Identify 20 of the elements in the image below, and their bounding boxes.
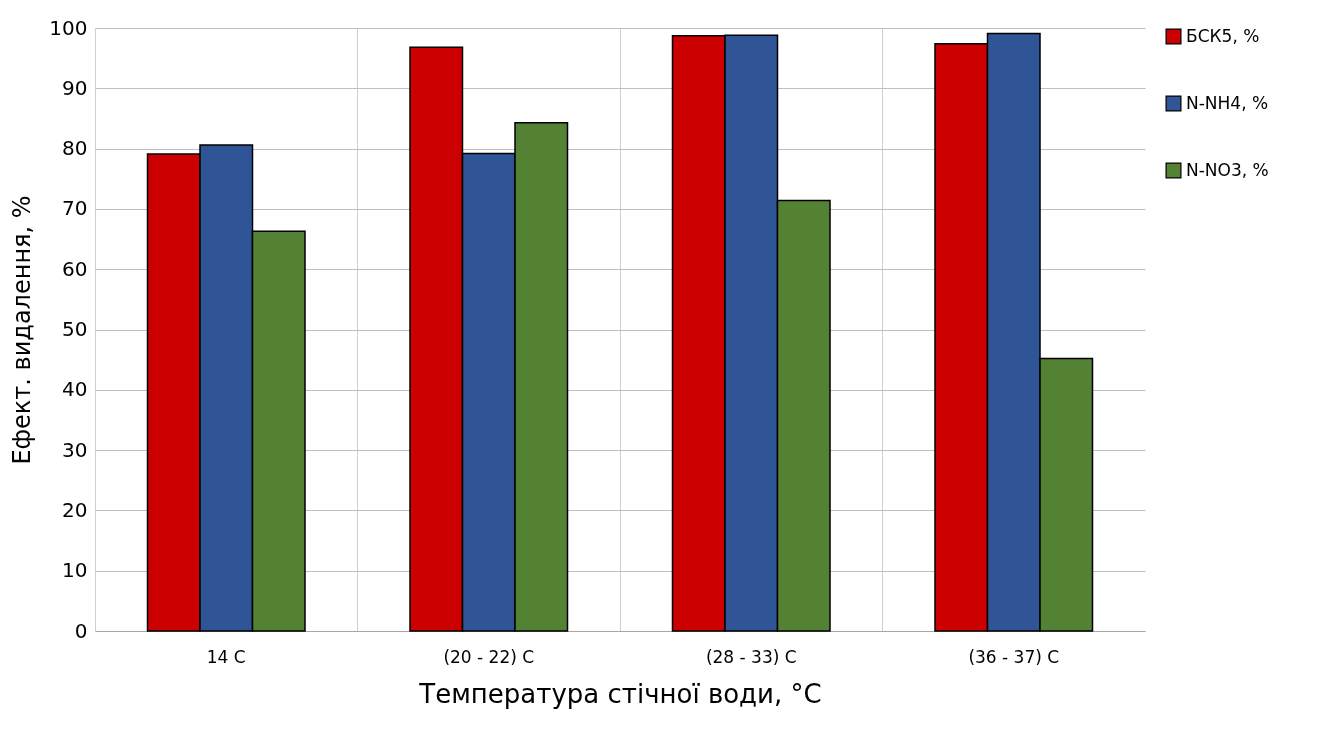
- y-tick-label: 60: [62, 256, 88, 281]
- x-tick-label: 14 C: [206, 646, 246, 667]
- legend-label: N-NO3, %: [1186, 159, 1269, 180]
- y-tick-label: 70: [62, 196, 88, 221]
- legend-label: БСК5, %: [1186, 25, 1260, 46]
- y-tick-label: 90: [62, 75, 88, 100]
- x-tick-label: (28 - 33) C: [705, 646, 797, 667]
- y-tick-label: 20: [62, 497, 88, 522]
- x-tick-label: (20 - 22) C: [443, 646, 535, 667]
- y-tick-label: 0: [74, 618, 88, 643]
- y-axis-title: Ефект. видалення, %: [8, 195, 37, 465]
- y-tick-label: 10: [62, 558, 88, 583]
- x-axis-title: Температура стічної води, °C: [418, 678, 822, 709]
- legend-label: N-NH4, %: [1186, 92, 1269, 113]
- y-tick-label: 30: [62, 437, 88, 462]
- y-tick-label: 100: [49, 15, 88, 40]
- x-tick-label: (36 - 37) C: [968, 646, 1060, 667]
- y-tick-label: 40: [62, 377, 88, 402]
- y-tick-label: 50: [62, 317, 88, 341]
- y-tick-label: 80: [62, 136, 88, 161]
